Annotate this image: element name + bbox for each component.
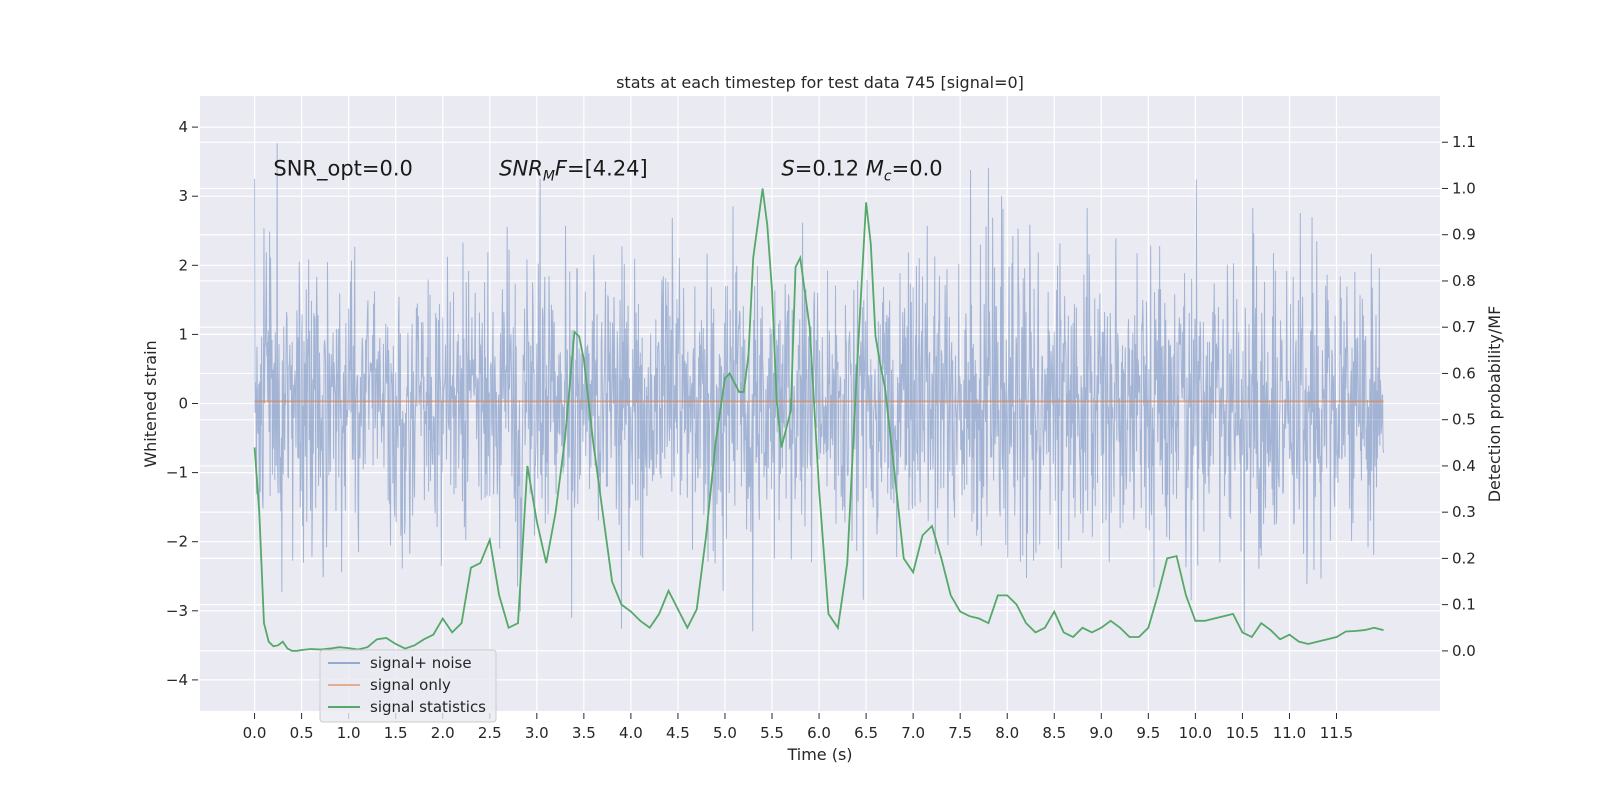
signal-plus-noise-series bbox=[254, 143, 1385, 633]
legend-box bbox=[319, 649, 497, 723]
x-axis-label: Time (s) bbox=[786, 745, 852, 764]
signal-statistics-series bbox=[253, 188, 1384, 652]
y-tick-label: 0 bbox=[178, 395, 188, 413]
y2-tick-label: 0.3 bbox=[1452, 503, 1476, 521]
legend-label-signal-only: signal only bbox=[370, 676, 451, 694]
x-tick-label: 4.0 bbox=[619, 724, 643, 742]
legend-label-signal-statistics: signal statistics bbox=[370, 698, 486, 716]
y2-tick-label: 0.4 bbox=[1452, 457, 1476, 475]
y-tick-label: 2 bbox=[178, 256, 188, 274]
y2-tick-label: 0.6 bbox=[1452, 364, 1476, 382]
x-tick-label: 4.5 bbox=[666, 724, 690, 742]
x-tick-label: 3.0 bbox=[525, 724, 549, 742]
annotation-snr-mf-f: F bbox=[555, 156, 568, 180]
y2-tick-label: 0.8 bbox=[1452, 272, 1476, 290]
legend: signal+ noise signal only signal statist… bbox=[319, 649, 497, 723]
x-tick-label: 6.5 bbox=[854, 724, 878, 742]
x-tick-label: 1.5 bbox=[384, 724, 408, 742]
x-tick-label: 11.0 bbox=[1273, 724, 1306, 742]
y2-tick-label: 1.1 bbox=[1452, 133, 1476, 151]
y2-tick-label: 1.0 bbox=[1452, 179, 1476, 197]
annotation-snr-opt: SNR_opt=0.0 bbox=[273, 156, 413, 181]
y-axis-label: Whitened strain bbox=[141, 340, 160, 467]
x-tick-label: 8.5 bbox=[1042, 724, 1066, 742]
y2-axis-label: Detection probability/MF bbox=[1485, 306, 1504, 503]
y-tick-label: −2 bbox=[166, 533, 188, 551]
x-tick-label: 9.0 bbox=[1089, 724, 1113, 742]
x-tick-label: 5.5 bbox=[760, 724, 784, 742]
annotation-snr-mf: SNRMF=[4.24] bbox=[499, 156, 648, 184]
annotation-s: S bbox=[781, 156, 794, 180]
grid bbox=[200, 96, 1440, 711]
signal-statistics-line bbox=[253, 188, 1384, 652]
y-tick-label: 1 bbox=[178, 325, 188, 343]
x-tick-label: 0.0 bbox=[243, 724, 267, 742]
annotation-s-value: =0.12 bbox=[795, 156, 866, 180]
y2-axis-ticks: 0.0 0.1 0.2 0.3 0.4 0.5 0.6 0.7 0.8 0.9 1.0 1.1 bbox=[1442, 133, 1476, 660]
annotation-mc: M bbox=[866, 156, 884, 180]
y-tick-label: 4 bbox=[178, 118, 188, 136]
y2-tick-label: 0.5 bbox=[1452, 411, 1476, 429]
y-tick-label: −1 bbox=[166, 464, 188, 482]
annotation-mc-value: =0.0 bbox=[892, 156, 943, 180]
x-tick-label: 8.0 bbox=[995, 724, 1019, 742]
x-tick-label: 2.5 bbox=[478, 724, 502, 742]
y2-tick-label: 0.0 bbox=[1452, 642, 1476, 660]
y2-tick-label: 0.2 bbox=[1452, 549, 1476, 567]
legend-label-signal-plus-noise: signal+ noise bbox=[370, 654, 472, 672]
signal-plus-noise-line bbox=[254, 143, 1385, 633]
y2-tick-label: 0.1 bbox=[1452, 596, 1476, 614]
annotation-snr-mf-value: =[4.24] bbox=[567, 156, 648, 180]
y-axis-ticks: −4 −3 −2 −1 0 1 2 3 4 bbox=[166, 118, 198, 689]
annotation-mc-sub: c bbox=[884, 168, 892, 184]
annotation-snr-mf-sub: M bbox=[543, 168, 555, 184]
y-tick-label: −3 bbox=[166, 602, 188, 620]
x-tick-label: 6.0 bbox=[807, 724, 831, 742]
x-tick-label: 2.0 bbox=[431, 724, 455, 742]
y2-tick-label: 0.7 bbox=[1452, 318, 1476, 336]
x-tick-label: 1.0 bbox=[337, 724, 361, 742]
chart-title: stats at each timestep for test data 745… bbox=[616, 73, 1024, 92]
x-tick-label: 9.5 bbox=[1136, 724, 1160, 742]
x-axis-ticks: 0.0 0.5 1.0 1.5 2.0 2.5 3.0 3.5 4.0 4.5 5.0 5.5 6.0 6… bbox=[243, 713, 1353, 742]
x-tick-label: 7.5 bbox=[948, 724, 972, 742]
annotation-snr-mf-snr: SNR bbox=[499, 156, 543, 180]
x-tick-label: 11.5 bbox=[1320, 724, 1353, 742]
y2-tick-label: 0.9 bbox=[1452, 226, 1476, 244]
x-tick-label: 10.5 bbox=[1226, 724, 1259, 742]
x-tick-label: 5.0 bbox=[713, 724, 737, 742]
y-tick-label: −4 bbox=[166, 671, 188, 689]
y-tick-label: 3 bbox=[178, 187, 188, 205]
x-tick-label: 3.5 bbox=[572, 724, 596, 742]
x-tick-label: 7.0 bbox=[901, 724, 925, 742]
annotation-s-mc: S=0.12 Mc=0.0 bbox=[781, 156, 942, 184]
annotations: SNR_opt=0.0 SNRMF=[4.24] S=0.12 Mc=0.0 bbox=[273, 156, 942, 184]
x-tick-label: 0.5 bbox=[290, 724, 314, 742]
x-tick-label: 10.0 bbox=[1179, 724, 1212, 742]
